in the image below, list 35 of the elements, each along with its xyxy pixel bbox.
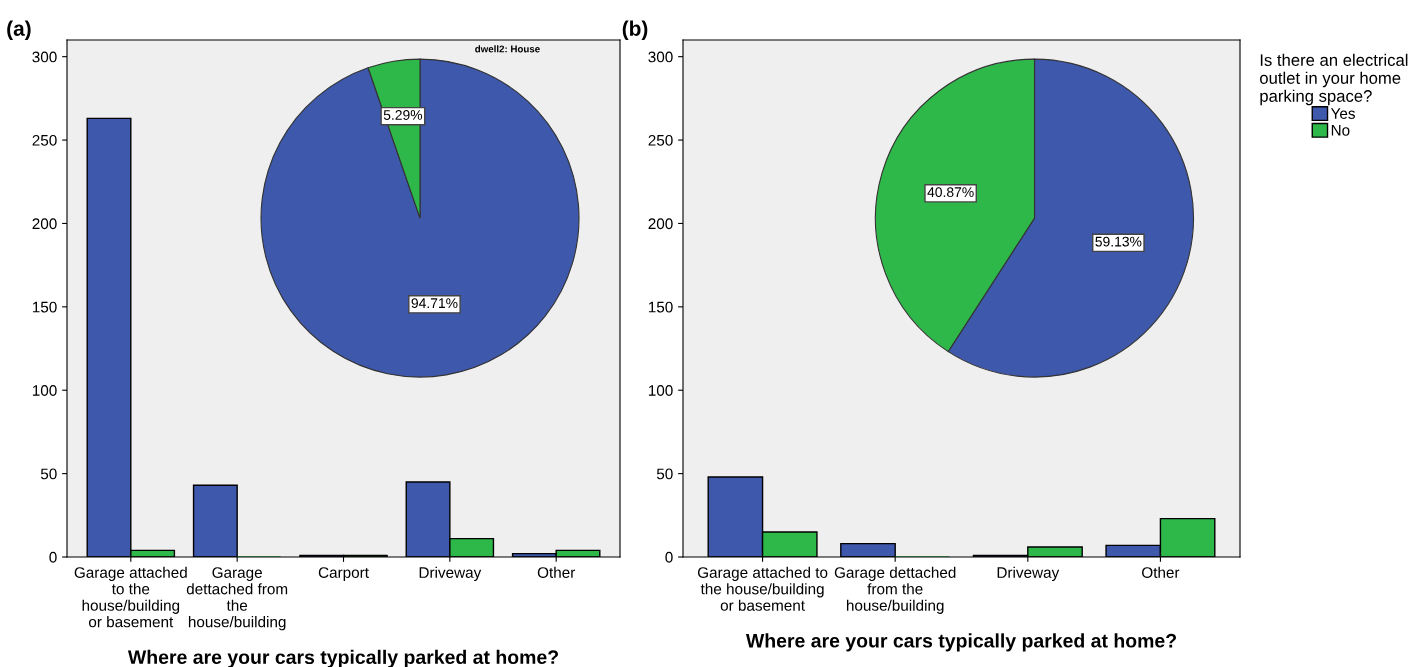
y-tick-label: 250	[32, 134, 57, 146]
y-tick-label: 250	[648, 134, 673, 146]
y-tick-label: 150	[648, 301, 673, 313]
x-tick-label: Garage dettached from the house/building	[834, 566, 956, 614]
y-tick-label: 100	[648, 385, 673, 396]
x-tick-label: Garage attached to the house/building or basement	[697, 566, 828, 611]
x-tick-label: Other	[1142, 566, 1180, 578]
y-tick-label: 50	[656, 468, 673, 480]
legend-label: No	[1331, 125, 1350, 136]
legend-title: Is there an electrical outlet in your home parking space?	[1260, 53, 1408, 106]
x-tick-label: Garage attached to the house/building or basement	[74, 566, 187, 628]
x-axis-title: Where are your cars typically parked at home?	[745, 633, 1176, 652]
y-tick-label: 300	[32, 51, 57, 63]
data-label: 40.87%	[927, 187, 974, 198]
chart-title: dwell2: House	[475, 45, 540, 53]
x-tick-label: Other	[537, 566, 576, 578]
data-label: 5.29%	[383, 110, 423, 120]
y-tick-label: 50	[40, 468, 57, 480]
text: (b)	[622, 20, 648, 40]
y-tick-label: 0	[665, 551, 673, 563]
data-label: 94.71%	[411, 298, 458, 309]
y-tick-label: 100	[32, 385, 57, 396]
legend-label: Yes	[1330, 108, 1355, 119]
data-label: 59.13%	[1095, 236, 1142, 247]
x-axis-title: Where are your cars typically parked at home?	[127, 649, 558, 667]
x-tick-label: Garage dettached from the house/building	[186, 567, 288, 631]
y-tick-label: 300	[648, 51, 673, 63]
y-tick-label: 200	[648, 218, 673, 230]
text: (a)	[7, 20, 31, 40]
y-tick-label: 150	[32, 301, 57, 313]
x-tick-label: Driveway	[419, 566, 482, 581]
x-tick-label: Carport	[318, 567, 369, 581]
y-tick-label: 200	[32, 218, 57, 230]
x-tick-label: Driveway	[997, 566, 1060, 581]
y-tick-label: 0	[49, 551, 57, 563]
